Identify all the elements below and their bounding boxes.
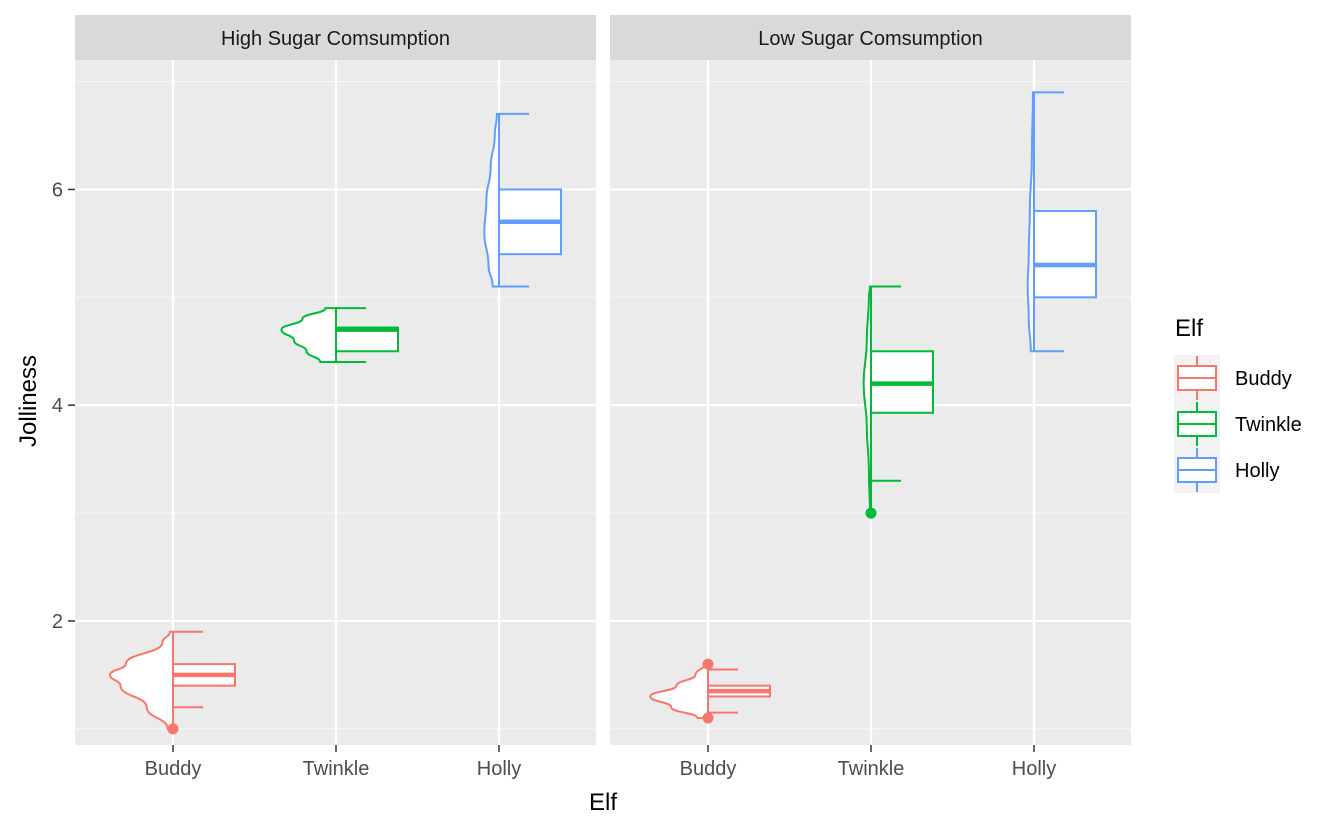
legend-label: Holly [1235,460,1279,482]
violin-buddy [108,630,174,730]
legend-label: Buddy [1235,368,1292,390]
x-axis-title: Elf [589,789,617,816]
legend-key-holly: Holly [1174,447,1279,493]
violin-twinkle [280,307,337,364]
legend: Elf Buddy Twinkle Holly [1174,315,1302,493]
boxplot-buddy [167,630,236,735]
violin-holly [483,112,500,288]
y-tick-label: 6 [52,179,63,201]
x-tick-label: Holly [1012,758,1056,780]
legend-label: Twinkle [1235,414,1302,436]
boxplot-buddy [702,658,771,724]
violin-twinkle [862,285,872,515]
boxplot-holly [498,112,562,288]
x-tick-label: Twinkle [838,758,905,780]
panel-2: Low Sugar Comsumption Buddy Twinkle Holly [610,15,1131,780]
x-tick-label: Buddy [145,758,202,780]
boxplot-holly [1033,91,1097,353]
y-tick-label: 2 [52,611,63,633]
boxplot-twinkle [865,285,934,519]
x-tick-label: Holly [477,758,521,780]
x-tick-label: Twinkle [303,758,370,780]
panel-1: High Sugar Comsumption Buddy Twinkle Holly 2… [52,15,596,780]
x-tick-label: Buddy [680,758,737,780]
violin-holly [1026,91,1035,353]
strip-label: Low Sugar Comsumption [758,28,983,50]
boxplot-twinkle [335,307,399,364]
strip-background [610,15,1131,60]
y-tick-label: 4 [52,395,63,417]
y-axis-title: Jolliness [15,355,42,447]
outlier-point [167,723,179,735]
legend-key-buddy: Buddy [1174,355,1292,401]
strip-background [75,15,596,60]
outlier-point [865,507,877,519]
panels-layer: High Sugar Comsumption Buddy Twinkle Holly 2… [52,15,1131,780]
legend-key-twinkle: Twinkle [1174,401,1302,447]
strip-label: High Sugar Comsumption [221,28,450,50]
legend-title: Elf [1175,315,1203,342]
box-iqr [1033,210,1097,299]
outlier-point [702,658,714,670]
outlier-point [702,712,714,724]
